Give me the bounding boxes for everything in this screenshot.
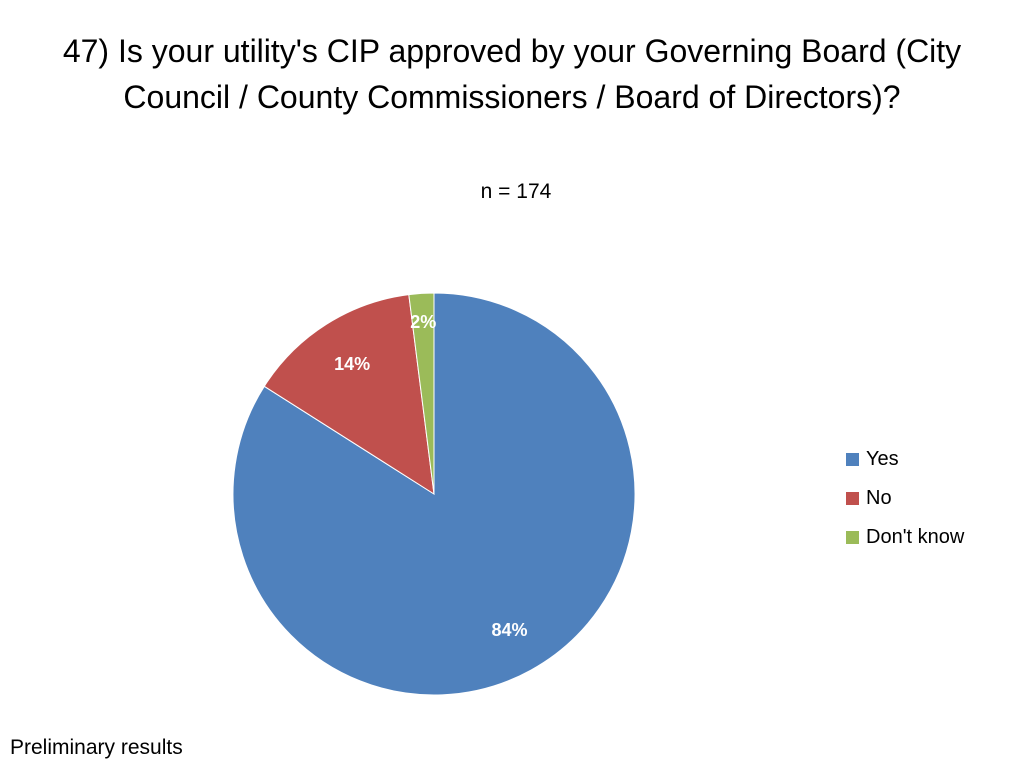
legend-swatch-dont-know <box>846 531 859 544</box>
legend-label-yes: Yes <box>866 448 899 470</box>
chart-title: 47) Is your utility's CIP approved by yo… <box>62 33 962 115</box>
legend-item-dont-know: Don't know <box>846 518 964 557</box>
pie-slice-no <box>263 294 435 495</box>
legend-label-dont-know: Don't know <box>866 526 965 548</box>
pie-slice-dont-know <box>408 292 435 495</box>
legend-item-no: No <box>846 479 964 518</box>
slice-label-dont-know: 2% <box>410 312 436 332</box>
legend-item-yes: Yes <box>846 440 964 479</box>
legend-swatch-no <box>846 492 859 505</box>
footer-note: Preliminary results <box>10 736 183 759</box>
legend-swatch-yes <box>846 453 859 466</box>
legend-label-no: No <box>866 487 892 509</box>
legend: Yes No Don't know <box>846 440 964 557</box>
chart-subtitle: n = 174 <box>480 180 552 203</box>
slice-label-yes: 84% <box>492 620 528 640</box>
slice-label-no: 14% <box>334 354 370 374</box>
